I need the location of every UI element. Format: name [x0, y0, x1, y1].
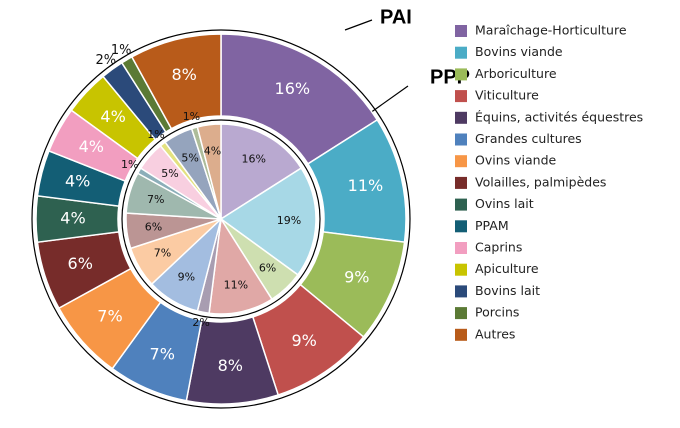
pie-slice: [208, 216, 273, 315]
slice-label: 2%: [95, 53, 116, 68]
legend-swatch: [455, 198, 467, 211]
slice-label: 7%: [97, 306, 122, 325]
inner-border: [121, 119, 321, 319]
legend-swatch: [455, 90, 467, 103]
legend-swatch: [455, 307, 467, 320]
legend-label: Bovins lait: [475, 283, 540, 298]
slice-label: 11%: [224, 278, 248, 291]
legend-swatch: [455, 242, 467, 254]
pai-pointer: [344, 19, 373, 31]
slice-label: 7%: [150, 344, 175, 363]
slice-label: 16%: [275, 79, 311, 98]
legend-label: Arboriculture: [475, 66, 557, 81]
slice-label: 5%: [161, 167, 178, 180]
legend-swatch: [455, 68, 467, 81]
legend-swatch: [455, 155, 467, 168]
legend-swatch: [455, 285, 467, 298]
slice-label: 7%: [154, 247, 171, 260]
legend-label: PPAM: [475, 218, 509, 233]
slice-label: 4%: [60, 209, 85, 228]
pie-slice: [219, 167, 317, 276]
slice-label: 2%: [192, 316, 209, 329]
legend-label: Apiculture: [475, 261, 539, 276]
slice-label: 6%: [145, 221, 162, 234]
slice-label: 4%: [79, 137, 104, 156]
pie-slice: [196, 123, 222, 220]
slice-label: 6%: [68, 254, 93, 273]
slice-label: 4%: [100, 107, 125, 126]
pie-slice: [220, 123, 303, 221]
legend-swatch: [455, 263, 467, 276]
legend-label: Ovins viande: [475, 153, 557, 168]
slice-label: 1%: [183, 110, 200, 123]
slice-label: 16%: [242, 152, 266, 165]
legend-label: Maraîchage-Horticulture: [475, 23, 627, 38]
slice-label: 19%: [277, 214, 301, 227]
slice-label: 9%: [178, 271, 195, 284]
legend-swatch: [455, 111, 467, 124]
slice-label: 7%: [147, 193, 164, 206]
legend-label: Équins, activités équestres: [475, 109, 643, 124]
legend-label: Porcins: [475, 305, 519, 320]
legend-label: Volailles, palmipèdes: [475, 174, 606, 189]
slice-label: 6%: [259, 262, 276, 275]
legend-swatch: [455, 220, 467, 233]
legend-swatch: [455, 328, 467, 341]
outer-border: [31, 29, 411, 409]
slice-label: 4%: [65, 172, 90, 191]
slice-label: 4%: [204, 145, 221, 158]
series-label: PAI: [380, 6, 412, 28]
slice-label: 5%: [181, 151, 198, 164]
legend-label: Bovins viande: [475, 44, 563, 59]
slice-label: 8%: [171, 65, 196, 84]
slice-label: 8%: [218, 356, 243, 375]
legend-swatch: [455, 133, 467, 146]
legend-swatch: [455, 176, 467, 189]
slice-label: 11%: [348, 176, 384, 195]
pie-slice: [130, 33, 222, 130]
slice-label: 9%: [344, 267, 369, 286]
slice-label: 1%: [111, 43, 132, 58]
legend-label: Autres: [475, 326, 515, 341]
legend-swatch: [455, 25, 467, 37]
legend-label: Caprins: [475, 240, 522, 255]
slice-label: 1%: [147, 128, 164, 141]
slice-label: 9%: [291, 331, 316, 350]
legend-label: Ovins lait: [475, 196, 534, 211]
legend-label: Grandes cultures: [475, 131, 582, 146]
legend-swatch: [455, 46, 467, 59]
slice-label: 1%: [121, 158, 138, 171]
legend-label: Viticulture: [475, 88, 539, 103]
